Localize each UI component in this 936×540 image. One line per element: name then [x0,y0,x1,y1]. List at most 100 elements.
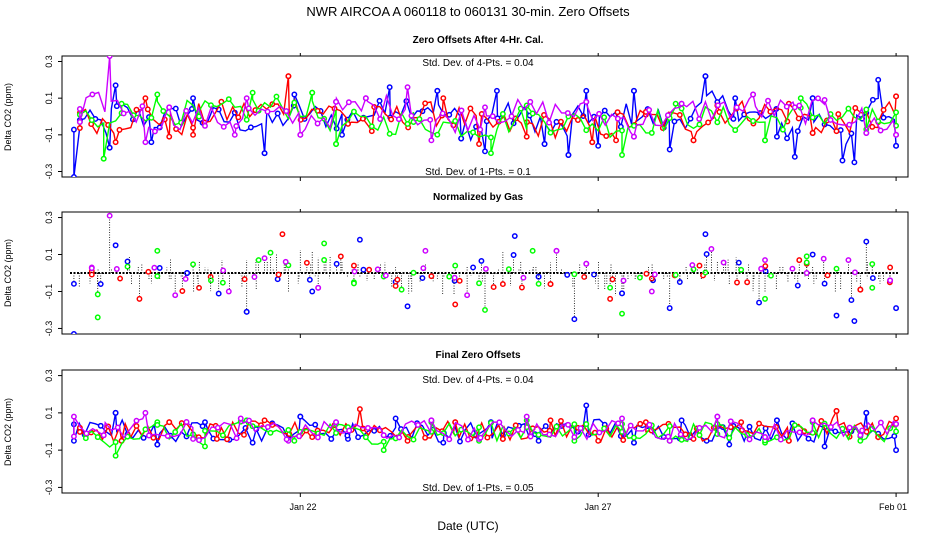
data-point [678,100,685,107]
data-point [726,434,733,441]
data-point [172,292,179,299]
data-point [428,417,435,424]
data-point [422,100,429,107]
data-point [380,447,387,454]
series-1 [70,231,900,334]
data-point [100,432,107,439]
data-point [887,277,894,284]
data-point [702,73,709,80]
data-point [190,124,197,131]
data-point [630,133,637,140]
plot-frame [61,55,909,178]
data-point [565,421,572,428]
data-point [368,123,375,130]
x-tick-label-jan22: Jan 22 [289,502,316,512]
data-point [730,115,737,122]
data-point [845,257,852,264]
data-point [225,288,232,295]
data-point [476,141,482,147]
data-point [183,419,190,425]
data-point [732,95,739,102]
data-point [863,409,870,416]
data-point [666,305,673,312]
data-point [398,286,405,293]
data-point [76,428,83,435]
data-point [190,131,197,138]
data-point [672,272,679,278]
data-point [488,150,494,157]
data-point [833,408,840,414]
data-point [440,439,447,446]
data-point [636,274,643,281]
data-point [112,439,119,446]
data-point [309,89,316,96]
data-point [499,111,506,117]
data-point [727,418,734,425]
data-point [571,316,578,323]
data-point [648,129,655,136]
data-point [241,431,247,438]
data-point [839,157,846,164]
data-point [88,117,95,124]
data-point [794,282,801,289]
data-point [333,419,340,426]
data-point [154,422,161,428]
data-point [627,422,634,429]
panel-1-annotation-top: Std. Dev. of 4-Pts. = 0.04 [422,58,534,69]
data-point [154,91,161,98]
data-point [678,436,685,443]
data-point [291,437,298,444]
data-point [404,84,411,91]
data-point [166,104,173,111]
data-point [219,279,226,286]
plot-frame [61,369,909,494]
data-point [120,110,127,117]
data-point [312,421,319,428]
data-point [261,150,268,157]
data-point [360,266,367,273]
data-point [196,437,202,444]
data-point [614,109,621,116]
data-point [97,422,104,429]
data-point [564,271,571,278]
data-point [482,104,488,111]
data-point [183,107,190,114]
data-point [734,279,740,286]
data-point [664,112,671,119]
data-point [750,91,757,98]
data-point [70,331,77,334]
data-point [732,127,739,134]
data-point [333,98,340,105]
data-point [392,282,399,289]
data-point [546,431,553,438]
data-point [314,434,321,441]
data-point [321,257,328,263]
data-point [777,436,784,443]
data-point [665,433,672,440]
data-point [233,123,240,130]
data-point [630,434,637,441]
data-point [571,421,578,428]
data-point [791,422,798,429]
data-point [456,277,463,284]
data-point [735,259,742,266]
data-point [422,434,429,441]
y-tick-label: -0.3 [44,164,54,180]
data-point [133,106,140,113]
data-point [666,423,673,430]
panel-1-plot: -0.3 -0.1 0.1 0.3 [44,53,909,181]
data-point [595,437,602,444]
data-point [893,93,900,100]
data-point [809,114,816,121]
data-point [142,409,149,416]
data-point [275,271,282,278]
data-point [355,434,362,441]
data-point [291,99,298,106]
data-point [264,424,271,430]
data-point [671,118,678,125]
data-point [583,260,590,267]
data-point [835,111,842,118]
x-tick-label-jan27: Jan 27 [584,502,611,512]
data-point [496,419,503,426]
